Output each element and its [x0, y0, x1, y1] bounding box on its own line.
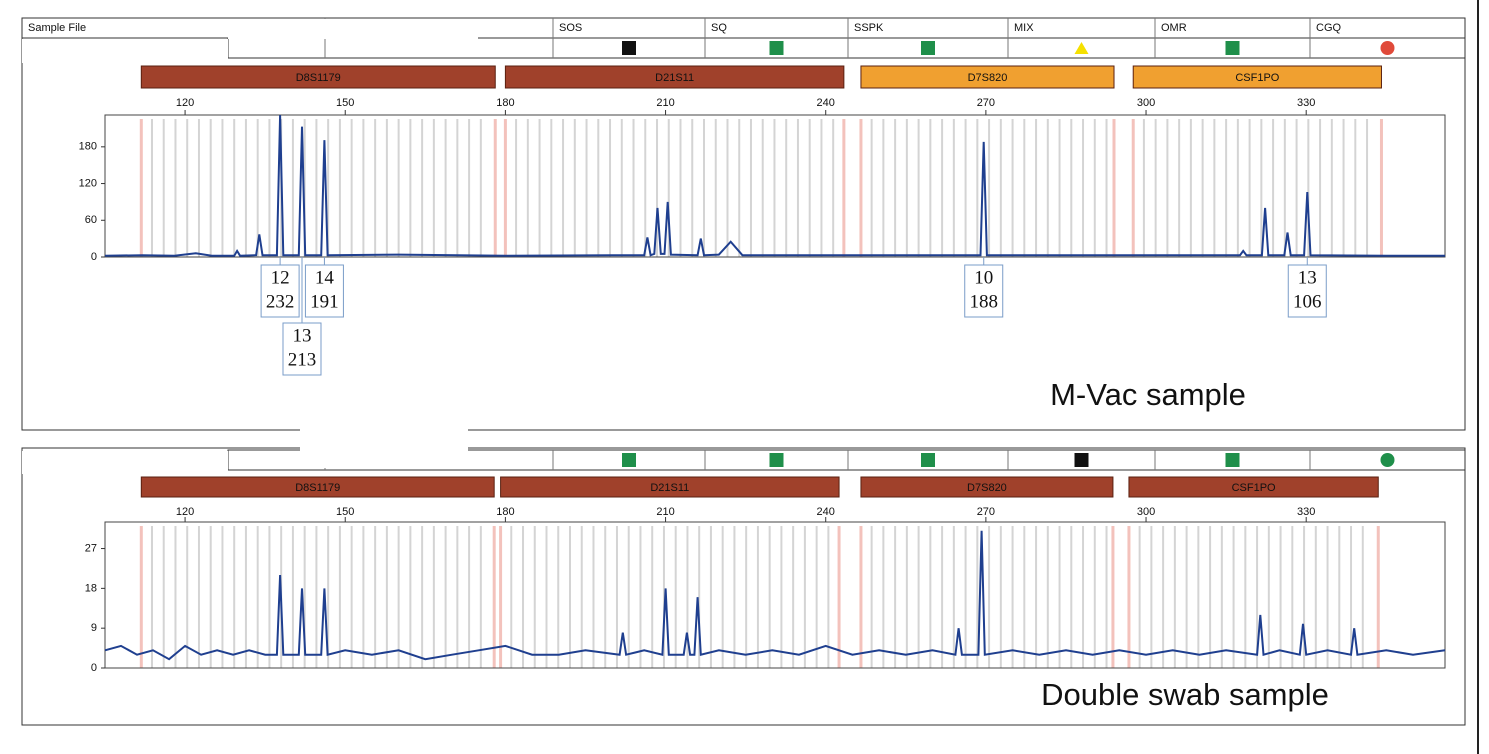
locus-name: D21S11 — [650, 482, 689, 494]
x-tick-label: 180 — [496, 506, 514, 518]
header-label: SSPK — [854, 22, 884, 34]
x-tick-label: 300 — [1137, 506, 1155, 518]
x-tick-label: 240 — [817, 97, 835, 109]
flag-icon — [921, 41, 935, 55]
flag-row — [227, 37, 1466, 59]
y-tick-label: 120 — [79, 177, 97, 189]
height-label: 213 — [288, 349, 317, 370]
flag-icon — [1380, 41, 1395, 55]
x-tick-label: 120 — [176, 506, 194, 518]
height-label: 188 — [969, 291, 998, 312]
flag-icon — [1074, 453, 1089, 467]
x-tick-label: 240 — [817, 506, 835, 518]
locus-bar — [500, 476, 840, 498]
plot-frame — [104, 521, 1446, 669]
redaction — [22, 39, 228, 63]
x-tick-label: 330 — [1297, 506, 1315, 518]
locus-name: D21S11 — [655, 72, 694, 84]
x-tick-label: 330 — [1297, 97, 1315, 109]
header-label: SQ — [711, 22, 727, 34]
x-tick-label: 210 — [656, 506, 674, 518]
x-tick-label: 150 — [336, 506, 354, 518]
x-tick-label: 270 — [977, 506, 995, 518]
panel-frame — [21, 447, 1466, 726]
flag-icon — [1380, 453, 1395, 467]
x-tick-label: 300 — [1137, 97, 1155, 109]
locus-name: CSF1PO — [1235, 72, 1279, 84]
y-tick-label: 9 — [91, 622, 97, 634]
flag-icon — [622, 41, 636, 55]
header-label: Sample File — [28, 22, 86, 34]
redaction — [228, 19, 478, 39]
x-tick-label: 180 — [496, 97, 514, 109]
label-box — [964, 264, 1004, 318]
flag-icon — [1225, 453, 1240, 467]
header-label: SOS — [559, 22, 582, 34]
trace — [104, 530, 1446, 661]
allele-label: 10 — [974, 267, 993, 288]
label-box — [282, 322, 322, 376]
flag-icon — [921, 453, 935, 467]
flag-icon — [1074, 42, 1089, 54]
y-tick-label: 60 — [85, 214, 97, 226]
y-tick-label: 18 — [85, 582, 97, 594]
x-tick-label: 210 — [656, 97, 674, 109]
x-tick-label: 150 — [336, 97, 354, 109]
label-box — [1287, 264, 1327, 318]
allele-label: 14 — [315, 267, 335, 288]
locus-name: D7S820 — [967, 482, 1007, 494]
plot-frame — [104, 114, 1446, 258]
allele-label: 13 — [1298, 267, 1317, 288]
header-label: MIX — [1014, 22, 1034, 34]
flag-icon — [622, 453, 636, 467]
sample-annotation: Double swab sample — [1041, 677, 1329, 712]
y-tick-label: 27 — [85, 542, 97, 554]
height-label: 232 — [266, 291, 295, 312]
locus-bar — [860, 476, 1114, 498]
trace — [104, 114, 1445, 257]
flag-icon — [1225, 41, 1240, 55]
allele-label: 12 — [271, 267, 290, 288]
y-tick-label: 0 — [91, 662, 97, 674]
locus-bar — [504, 65, 845, 89]
redaction — [300, 418, 468, 468]
locus-bar — [1128, 476, 1379, 498]
label-box — [304, 264, 344, 318]
locus-bar — [1132, 65, 1382, 89]
header-label: OMR — [1161, 22, 1187, 34]
panel-frame — [21, 17, 1466, 431]
height-label: 106 — [1293, 291, 1322, 312]
locus-name: D8S1179 — [296, 72, 341, 84]
allele-label: 13 — [292, 325, 311, 346]
label-box — [260, 264, 300, 318]
flag-icon — [769, 41, 784, 55]
x-tick-label: 270 — [977, 97, 995, 109]
locus-name: CSF1PO — [1232, 482, 1276, 494]
y-tick-label: 180 — [79, 141, 97, 153]
locus-bar — [140, 65, 496, 89]
height-label: 191 — [310, 291, 339, 312]
x-tick-label: 120 — [176, 97, 194, 109]
y-tick-label: 0 — [91, 251, 97, 263]
redaction — [22, 451, 228, 474]
locus-name: D8S1179 — [295, 482, 340, 494]
locus-bar — [860, 65, 1115, 89]
sample-annotation: M-Vac sample — [1050, 377, 1246, 412]
flag-icon — [769, 453, 784, 467]
locus-name: D7S820 — [968, 72, 1008, 84]
locus-bar — [140, 476, 495, 498]
header-label: CGQ — [1316, 22, 1342, 34]
